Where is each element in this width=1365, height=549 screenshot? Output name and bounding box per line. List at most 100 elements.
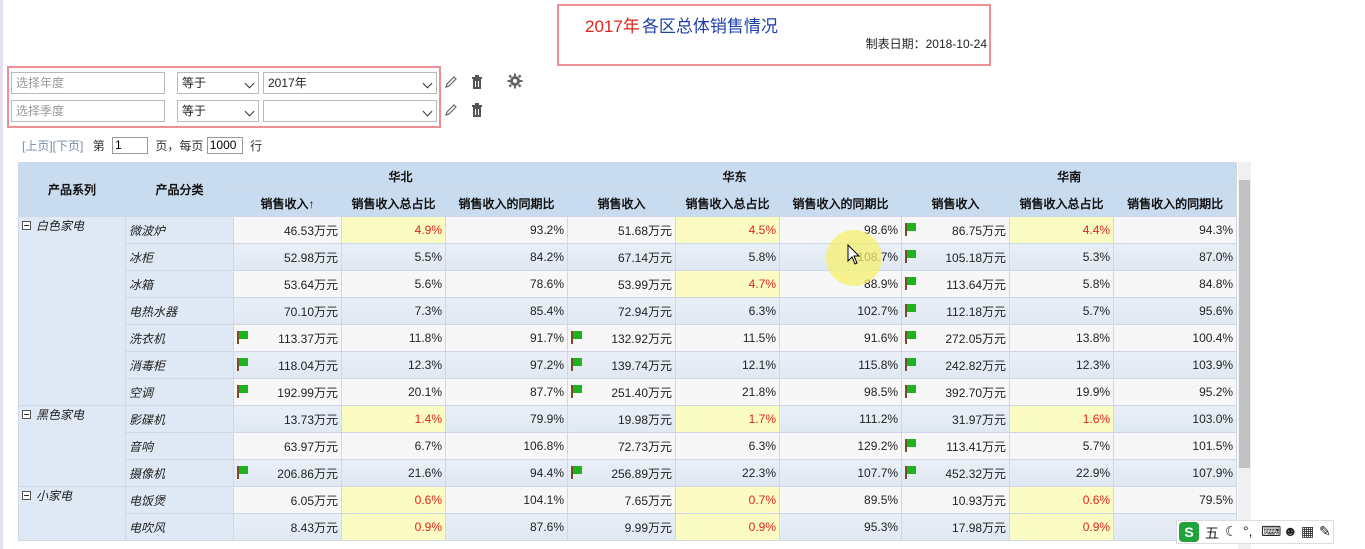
value-cell: 7.65万元 bbox=[567, 486, 677, 514]
value-cell: 103.0% bbox=[1113, 405, 1237, 433]
category-cell: 消毒柜 bbox=[125, 351, 234, 379]
value-text: 0.9% bbox=[414, 520, 442, 534]
value-text: 103.9% bbox=[1192, 358, 1234, 372]
value-text: 51.68万元 bbox=[618, 223, 673, 238]
value-text: 91.7% bbox=[530, 331, 565, 345]
table-row: 白色家电 微波炉 46.53万元 4.9% 93.2% 51.68万元 4.5% 98.6% 8… bbox=[18, 216, 1237, 406]
value-cell: 70.10万元 bbox=[233, 297, 342, 325]
header-metric[interactable]: 销售收入总占比 bbox=[675, 189, 781, 217]
value-cell: 94.4% bbox=[444, 459, 569, 487]
value-cell: 21.8% bbox=[675, 378, 781, 406]
table-row: 摄像机 206.86万元 21.6% 94.4% 256.89万元 22.3% 107.7%… bbox=[19, 459, 1237, 487]
header-metric[interactable]: 销售收入的同期比 bbox=[1113, 189, 1237, 217]
page-number-input[interactable]: 1 bbox=[112, 137, 149, 154]
value-cell: 6.3% bbox=[675, 432, 781, 460]
report-date: 制表日期：2018-10-24 bbox=[865, 37, 987, 51]
value-cell: 103.9% bbox=[1113, 351, 1237, 379]
per-page-input[interactable]: 1000 bbox=[206, 137, 243, 154]
category-cell: 电吹风 bbox=[125, 513, 234, 541]
header-metric[interactable]: 销售收入的同期比 bbox=[779, 189, 903, 217]
value-text: 4.7% bbox=[748, 277, 777, 291]
keyboard-icon[interactable]: ⌨ bbox=[1261, 523, 1282, 539]
header-metric[interactable]: 销售收入 bbox=[901, 189, 1011, 217]
header-metric[interactable]: 销售收入总占比 bbox=[341, 189, 446, 217]
skin-icon[interactable]: ▦ bbox=[1301, 523, 1315, 539]
quarter-value-select[interactable] bbox=[263, 100, 437, 122]
value-cell: 89.5% bbox=[779, 486, 903, 514]
value-cell: 79.9% bbox=[444, 405, 569, 433]
header-series[interactable]: 产品系列 bbox=[18, 162, 126, 217]
value-text: 5.8% bbox=[1082, 277, 1111, 291]
pencil-icon[interactable] bbox=[443, 102, 459, 118]
value-cell: 7.3% bbox=[341, 297, 446, 325]
mouse-pointer-icon bbox=[847, 244, 861, 265]
value-cell: 94.3% bbox=[1113, 216, 1237, 244]
trash-icon[interactable] bbox=[469, 74, 485, 90]
value-text: 101.5% bbox=[1192, 439, 1234, 453]
chevron-down-icon bbox=[244, 106, 255, 117]
filter-panel bbox=[7, 66, 441, 128]
category-cell: 洗衣机 bbox=[125, 324, 234, 352]
quarter-operator-select[interactable]: 等于 bbox=[177, 100, 259, 122]
value-text: 20.1% bbox=[407, 385, 442, 399]
user-icon[interactable]: ☻ bbox=[1283, 523, 1298, 539]
value-text: 8.43万元 bbox=[290, 520, 338, 535]
value-cell: 9.99万元 bbox=[567, 513, 677, 541]
wrench-icon[interactable]: ✎ bbox=[1319, 523, 1331, 539]
value-cell: 392.70万元 bbox=[901, 378, 1011, 406]
value-text: 100.4% bbox=[1192, 331, 1234, 345]
value-cell: 4.4% bbox=[1009, 216, 1115, 244]
value-cell: 5.3% bbox=[1009, 243, 1115, 271]
collapse-icon[interactable] bbox=[22, 410, 31, 420]
value-cell: 113.64万元 bbox=[901, 270, 1011, 298]
value-cell: 0.6% bbox=[1009, 486, 1115, 514]
gear-icon[interactable] bbox=[507, 73, 523, 89]
year-field-input[interactable]: 选择年度 bbox=[11, 72, 165, 94]
flag-icon bbox=[905, 276, 917, 290]
collapse-icon[interactable] bbox=[22, 221, 31, 231]
value-cell: 100.4% bbox=[1113, 324, 1237, 352]
moon-icon[interactable]: ☾ bbox=[1225, 523, 1238, 539]
value-text: 13.8% bbox=[1076, 331, 1111, 345]
value-text: 6.05万元 bbox=[290, 493, 338, 508]
ime-mode[interactable]: 五 bbox=[1205, 525, 1219, 541]
prev-page-link[interactable]: [上页] bbox=[22, 139, 53, 153]
header-metric[interactable]: 销售收入的同期比 bbox=[444, 189, 569, 217]
report-title-main: 各区总体销售情况 bbox=[641, 17, 778, 36]
value-text: 12.1% bbox=[742, 358, 777, 372]
value-text: 5.7% bbox=[1082, 304, 1111, 318]
value-cell: 11.8% bbox=[341, 324, 446, 352]
punctuation-icon[interactable]: °, bbox=[1243, 523, 1253, 539]
value-text: 103.0% bbox=[1192, 412, 1234, 426]
year-operator-select[interactable]: 等于 bbox=[177, 72, 259, 94]
header-metric[interactable]: 销售收入总占比 bbox=[1009, 189, 1115, 217]
value-text: 104.1% bbox=[523, 493, 565, 507]
value-cell: 98.5% bbox=[779, 378, 903, 406]
value-text: 4.9% bbox=[414, 223, 442, 237]
year-value-select[interactable]: 2017年 bbox=[263, 72, 437, 94]
trash-icon[interactable] bbox=[469, 102, 485, 118]
header-metric[interactable]: 销售收入↑ bbox=[233, 189, 342, 217]
value-cell: 19.9% bbox=[1009, 378, 1115, 406]
header-category[interactable]: 产品分类 bbox=[125, 162, 234, 217]
flag-icon bbox=[905, 438, 917, 452]
value-cell: 51.68万元 bbox=[567, 216, 677, 244]
ime-logo[interactable]: S bbox=[1179, 522, 1199, 542]
header-metric[interactable]: 销售收入 bbox=[567, 189, 677, 217]
value-text: 22.3% bbox=[742, 466, 777, 480]
scrollbar-thumb[interactable] bbox=[1239, 180, 1250, 468]
next-page-link[interactable]: [下页] bbox=[52, 139, 84, 153]
value-text: 129.2% bbox=[857, 439, 899, 453]
header-region-east: 华东 bbox=[567, 162, 903, 190]
value-cell: 112.18万元 bbox=[901, 297, 1011, 325]
quarter-operator-value: 等于 bbox=[182, 104, 207, 118]
collapse-icon[interactable] bbox=[22, 491, 31, 501]
pencil-icon[interactable] bbox=[443, 74, 459, 90]
value-cell: 107.9% bbox=[1113, 459, 1237, 487]
table-row: 黑色家电 影碟机 13.73万元 1.4% 79.9% 19.98万元 1.7% 111.2%… bbox=[18, 405, 1237, 487]
quarter-field-input[interactable]: 选择季度 bbox=[11, 100, 165, 122]
flag-icon bbox=[237, 384, 248, 398]
category-cell: 冰柜 bbox=[125, 243, 234, 271]
flag-icon bbox=[905, 357, 917, 371]
chevron-down-icon bbox=[422, 106, 433, 117]
